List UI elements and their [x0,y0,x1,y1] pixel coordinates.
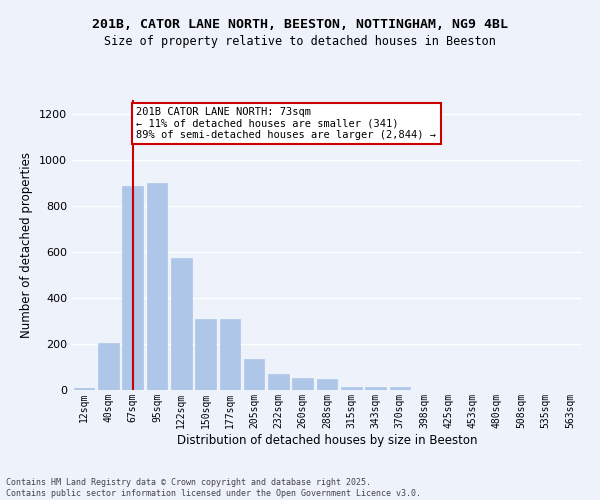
Text: 201B, CATOR LANE NORTH, BEESTON, NOTTINGHAM, NG9 4BL: 201B, CATOR LANE NORTH, BEESTON, NOTTING… [92,18,508,30]
Bar [317,379,337,390]
Bar [292,378,313,390]
Bar [220,319,240,390]
Bar [341,387,362,390]
Bar [268,374,289,390]
Text: Size of property relative to detached houses in Beeston: Size of property relative to detached ho… [104,35,496,48]
Bar [195,319,216,390]
Bar [365,387,386,390]
Bar [98,343,119,390]
Text: 201B CATOR LANE NORTH: 73sqm
← 11% of detached houses are smaller (341)
89% of s: 201B CATOR LANE NORTH: 73sqm ← 11% of de… [136,107,436,140]
Text: Contains HM Land Registry data © Crown copyright and database right 2025.
Contai: Contains HM Land Registry data © Crown c… [6,478,421,498]
Bar [171,258,191,390]
Y-axis label: Number of detached properties: Number of detached properties [20,152,34,338]
Bar [74,388,94,390]
Bar [389,387,410,390]
Bar [122,186,143,390]
Bar [146,183,167,390]
X-axis label: Distribution of detached houses by size in Beeston: Distribution of detached houses by size … [177,434,477,446]
Bar [244,359,265,390]
